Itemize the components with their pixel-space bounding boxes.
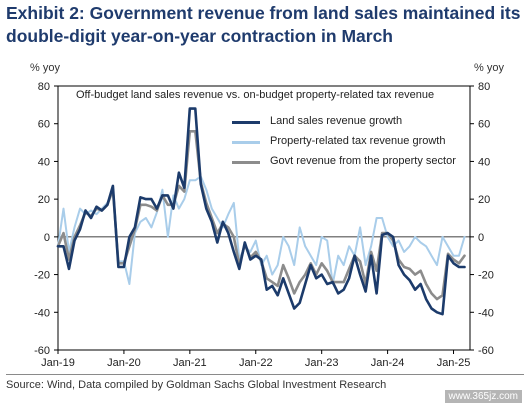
x-tick-label: Jan-19 [41,357,75,369]
watermark: www.365jz.com [444,390,522,403]
exhibit-title: Exhibit 2: Government revenue from land … [6,2,526,48]
source-note: Source: Wind, Data compiled by Goldman S… [6,379,387,391]
y-tick-label-right: 20 [478,194,490,206]
legend-swatch-govt-revenue [232,161,260,164]
legend-swatch-property-tax [232,141,260,144]
y-tick-label-right: 40 [478,156,490,168]
legend-item-property-tax: Property-related tax revenue growth [232,134,512,154]
y-tick-label-left: 80 [38,81,50,93]
x-tick-label: Jan-25 [437,357,471,369]
chart-legend: Land sales revenue growth Property-relat… [232,114,512,174]
legend-item-govt-revenue: Govt revenue from the property sector [232,154,512,174]
y-tick-label-left: 60 [38,119,50,131]
title-line-2: double-digit year-on-year contraction in… [6,26,393,46]
y-tick-label-left: 20 [38,194,50,206]
x-tick-label: Jan-23 [305,357,339,369]
x-tick-label: Jan-24 [371,357,405,369]
chart-subtitle: Off-budget land sales revenue vs. on-bud… [76,89,435,101]
x-tick-label: Jan-22 [239,357,273,369]
legend-label-land-sales: Land sales revenue growth [270,115,403,127]
y-tick-label-left: -20 [34,270,50,282]
title-line-1: Exhibit 2: Government revenue from land … [6,3,521,23]
plot-frame [57,85,471,351]
y-tick-label-left: -40 [34,307,50,319]
right-axis-unit: % yoy [474,62,504,74]
y-tick-label-left: 0 [44,232,50,244]
y-tick-label-right: 80 [478,81,490,93]
y-tick-label-right: 60 [478,119,490,131]
y-tick-label-right: -20 [478,270,494,282]
legend-swatch-land-sales [232,121,260,124]
legend-item-land-sales: Land sales revenue growth [232,114,512,134]
legend-label-property-tax: Property-related tax revenue growth [270,135,446,147]
legend-label-govt-revenue: Govt revenue from the property sector [270,155,456,167]
x-tick-label: Jan-21 [173,357,207,369]
y-tick-label-left: -60 [34,345,50,357]
source-divider [6,374,524,375]
x-tick-label: Jan-20 [107,357,141,369]
y-tick-label-left: 40 [38,156,50,168]
left-axis-unit: % yoy [30,62,60,74]
y-tick-label-right: -60 [478,345,494,357]
series-line-land-sales [56,107,466,316]
y-tick-label-right: 0 [478,232,484,244]
y-tick-label-right: -40 [478,307,494,319]
